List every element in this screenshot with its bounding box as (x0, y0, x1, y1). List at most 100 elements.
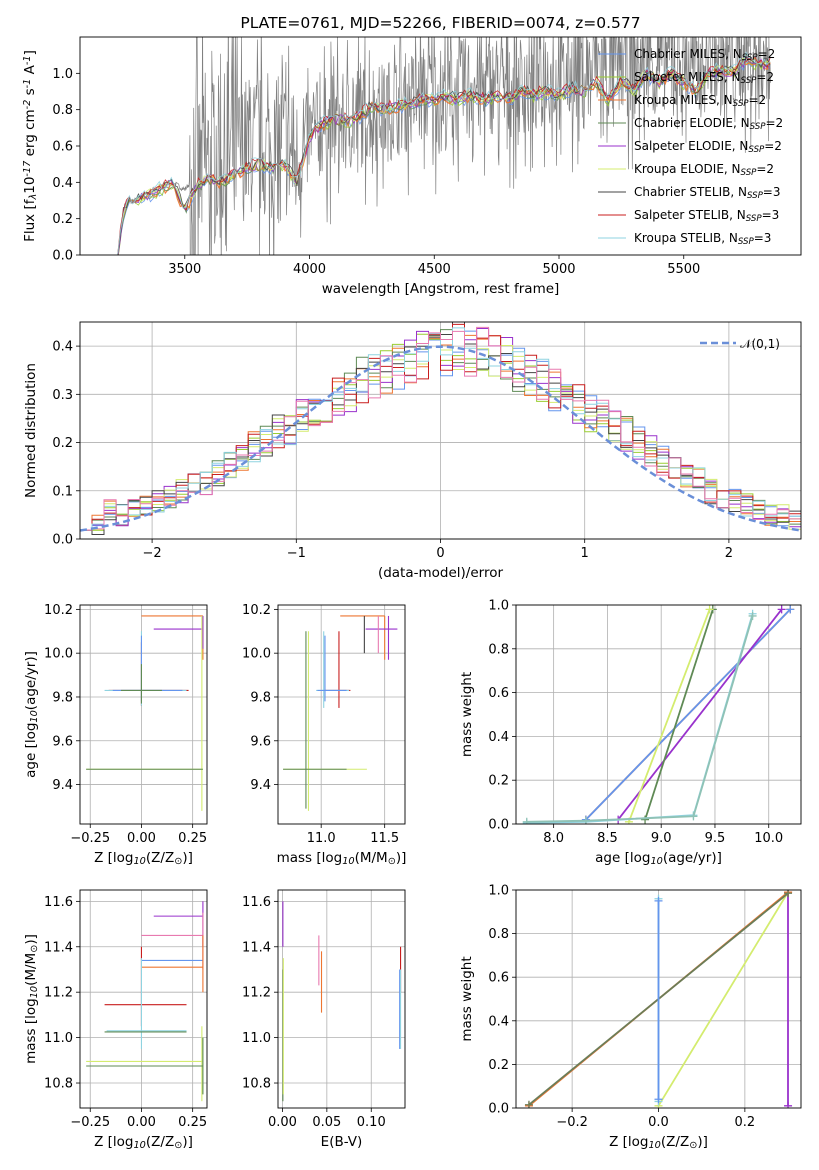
weight-marker (654, 896, 663, 905)
x-tick-label: 11.0 (307, 831, 336, 846)
plot-area (86, 901, 204, 1102)
errorbar-1 (340, 615, 386, 660)
x-tick-label: −0.25 (70, 1115, 110, 1130)
y-tick-label: 10.8 (44, 1077, 73, 1092)
histogram-series-8 (80, 323, 801, 539)
weight-marker (522, 817, 531, 824)
y-tick-label: 0.2 (52, 436, 73, 451)
x-tick-label: 0.10 (357, 1115, 386, 1130)
weight-line-1 (657, 891, 789, 1107)
x-axis-label: mass [log10(M/M⊙)] (277, 850, 407, 867)
y-tick-label: 0.1 (52, 484, 73, 499)
y-tick-label: 9.4 (250, 778, 271, 793)
y-tick-label: 11.6 (242, 895, 271, 910)
x-axis-label: (data-model)/error (378, 565, 504, 581)
x-tick-label: 10.0 (754, 831, 783, 846)
y-tick-label: 9.8 (250, 690, 271, 705)
x-tick-label: 0.25 (178, 1115, 207, 1130)
grid (278, 605, 405, 824)
axes-frame (79, 321, 802, 540)
y-tick-label: 11.6 (44, 895, 73, 910)
errorbar-8 (86, 1026, 203, 1102)
x-tick-label: 0 (436, 546, 444, 561)
y-tick-label: 0.8 (52, 103, 73, 118)
normal-curve (80, 345, 801, 532)
x-tick-label: 1 (581, 546, 589, 561)
errorbar-7 (112, 635, 183, 702)
y-axis-label: Flux [fλ10-17 erg cm-2 s-1 A-1] (22, 50, 40, 242)
x-tick-label: 2 (725, 546, 733, 561)
x-tick-label: −1 (287, 546, 306, 561)
x-tick-label: 0.2 (735, 1115, 756, 1130)
legend-entry: Chabrier STELIB, NSSP=3 (634, 185, 781, 201)
x-axis-label: age [log10(age/yr)] (595, 850, 722, 867)
plot-area (86, 615, 204, 811)
y-tick-label: 11.4 (242, 940, 271, 955)
grid (516, 604, 801, 825)
weight-marker (784, 890, 793, 898)
legend-entry: Salpeter STELIB, NSSP=3 (634, 208, 779, 224)
errorbar-2 (141, 912, 204, 970)
weight-marker (524, 1100, 533, 1108)
weight-marker (641, 815, 650, 824)
x-tick-label: 0.25 (178, 831, 207, 846)
plot-area (80, 322, 801, 539)
legend-entry: Chabrier ELODIE, NSSP=2 (634, 116, 783, 132)
legend-entry: Kroupa ELODIE, NSSP=2 (634, 162, 774, 178)
errorbar-4 (141, 935, 204, 993)
legend-entry: Salpeter ELODIE, NSSP=2 (634, 139, 782, 155)
y-axis-label: mass [log10(M/M⊙)] (23, 934, 40, 1064)
x-tick-label: 0.0 (648, 1115, 669, 1130)
x-tick-label: 0.00 (127, 1115, 156, 1130)
x-tick-label: 0.05 (312, 1115, 341, 1130)
x-tick-label: 5500 (667, 262, 700, 277)
x-tick-label: 9.5 (705, 831, 726, 846)
legend-entry: Kroupa MILES, NSSP=2 (634, 93, 766, 109)
legend-entry: Chabrier MILES, NSSP=2 (634, 47, 775, 63)
y-tick-label: 0.2 (52, 212, 73, 227)
x-tick-label: 0.00 (127, 831, 156, 846)
y-tick-label: 10.0 (242, 647, 271, 662)
weight-line-3 (617, 608, 783, 821)
errorbar-2 (365, 615, 398, 660)
x-axis-label: Z [log10(Z/Z⊙)] (94, 1134, 193, 1151)
axes-frame (515, 604, 802, 825)
y-tick-label: 11.4 (44, 940, 73, 955)
y-tick-label: 10.8 (242, 1077, 271, 1092)
errorbar-1 (153, 901, 204, 947)
errorbar-3 (86, 615, 203, 811)
errorbar-6 (104, 631, 187, 706)
y-tick-label: 1.0 (488, 884, 509, 899)
errorbar-8 (317, 635, 347, 702)
y-tick-label: 0.2 (488, 1058, 509, 1073)
y-tick-label: 1.0 (52, 67, 73, 82)
y-tick-label: 0.0 (52, 249, 73, 264)
y-tick-label: 11.2 (44, 986, 73, 1001)
y-axis-label: age [log10(age/yr)] (23, 651, 40, 778)
y-tick-label: 0.8 (488, 642, 509, 657)
y-tick-label: 0.6 (488, 686, 509, 701)
x-tick-label: 9.0 (651, 831, 672, 846)
chart-mass-weight-vs-age: 8.0 8.5 9.0 9.5 10.0 0.0 0.2 0.4 0.6 0.8 1.0 age [l… (459, 599, 802, 867)
x-tick-label: 4500 (418, 262, 451, 277)
axes-frame (277, 604, 406, 825)
plot-area (524, 890, 793, 1108)
weight-marker (786, 605, 795, 614)
grid (80, 890, 207, 1108)
x-tick-label: −0.25 (70, 831, 110, 846)
chart-age-vs-mass: 11.0 11.5 9.4 9.6 9.8 10.0 10.2 mass [log10(M/M… (242, 603, 406, 867)
legend-entry: Kroupa STELIB, NSSP=3 (634, 231, 771, 247)
chart-spectrum: 3500 4000 4500 5000 5500 0.0 0.2 0.4 0.6 0.8 1.0 wa… (22, 14, 802, 297)
x-tick-label: −0.2 (556, 1115, 588, 1130)
y-tick-label: 0.4 (52, 176, 73, 191)
y-tick-label: 0.6 (52, 140, 73, 155)
chart-age-vs-z: −0.25 0.00 0.25 9.4 9.6 9.8 10.0 10.2 Z [log10(Z… (23, 603, 208, 867)
observed-spectrum (117, 37, 771, 255)
weight-line-7 (526, 615, 754, 823)
weight-marker (705, 605, 714, 614)
y-tick-label: 9.8 (52, 690, 73, 705)
y-tick-label: 0.2 (488, 774, 509, 789)
chart-residuals: −2 −1 0 1 2 0.0 0.1 0.2 0.3 0.4 (data-model)/error… (23, 321, 802, 581)
grid (278, 890, 405, 1108)
errorbar-5 (104, 946, 187, 1027)
